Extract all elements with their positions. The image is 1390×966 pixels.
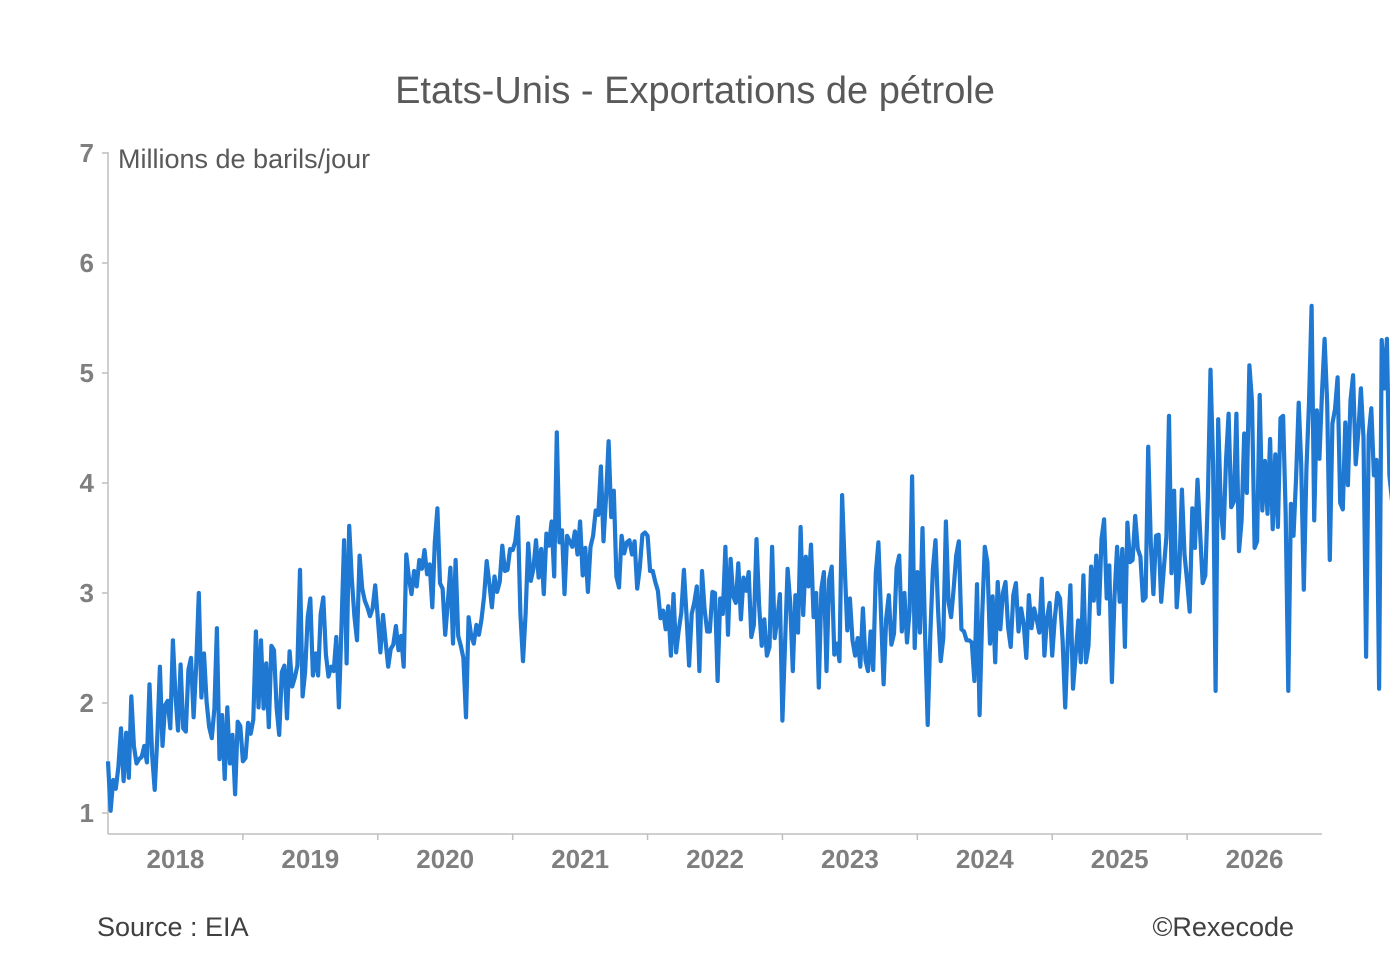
y-tick-label: 2 [80,688,94,718]
y-ticks: 1 2 3 4 5 6 7 [80,138,108,828]
x-tick-label: 2018 [147,844,205,874]
chart-title: Etats-Unis - Exportations de pétrole [395,70,995,112]
y-tick-label: 5 [80,358,94,388]
y-axis-label: Millions de barils/jour [118,144,371,174]
x-tick-label: 2026 [1226,844,1284,874]
y-tick-label: 6 [80,248,94,278]
y-tick-label: 3 [80,578,94,608]
x-ticks: 2018 2019 2020 2021 2022 2023 2024 2025 2026 [147,834,1284,874]
axes [107,152,1322,835]
y-tick-label: 7 [80,138,94,168]
x-tick-label: 2020 [416,844,474,874]
source-note: Source : EIA [97,912,249,942]
x-tick-label: 2019 [281,844,339,874]
x-tick-label: 2024 [956,844,1014,874]
x-tick-label: 2021 [551,844,609,874]
copyright-note: ©Rexecode [1152,912,1294,942]
y-tick-label: 4 [80,468,95,498]
x-tick-label: 2023 [821,844,879,874]
y-tick-label: 1 [80,798,94,828]
series-line [105,303,1390,813]
x-tick-label: 2022 [686,844,744,874]
x-tick-label: 2025 [1091,844,1149,874]
